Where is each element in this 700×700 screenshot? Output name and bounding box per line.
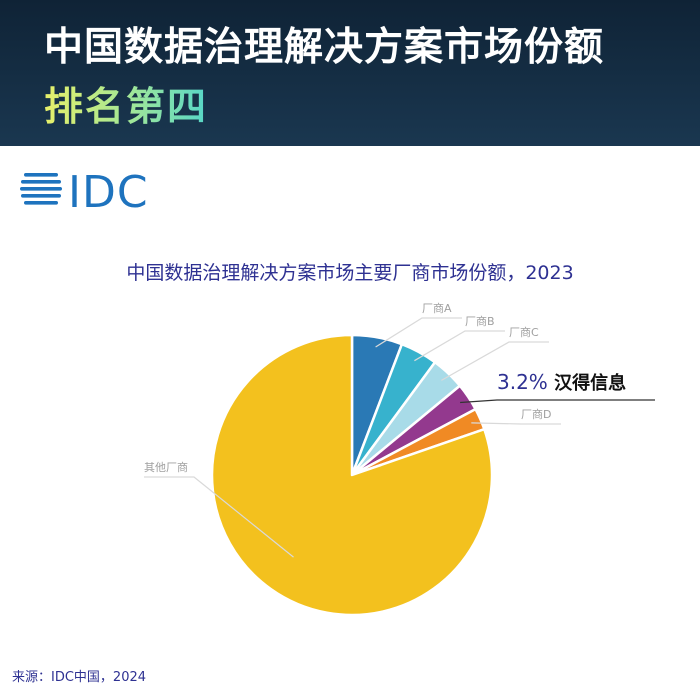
label-others: 其他厂商 bbox=[144, 460, 188, 474]
source-note: 来源：IDC中国，2024 bbox=[12, 670, 147, 685]
globe-icon bbox=[20, 173, 62, 205]
label-vendor-b: 厂商B bbox=[465, 314, 495, 328]
leader-line bbox=[471, 422, 561, 425]
leader-line bbox=[375, 317, 462, 348]
label-vendor-c: 厂商C bbox=[509, 325, 539, 339]
label-hanyun: 3.2% 汉得信息 bbox=[497, 370, 626, 394]
label-vendor-a: 厂商A bbox=[422, 301, 452, 315]
headline-subtitle: 排名第四 bbox=[44, 76, 208, 132]
chart-title: 中国数据治理解决方案市场主要厂商市场份额，2023 bbox=[126, 262, 574, 284]
slice-others bbox=[210, 333, 494, 617]
leader-line bbox=[414, 330, 505, 362]
leader-line bbox=[441, 341, 549, 381]
leader-line bbox=[144, 476, 294, 558]
headline-title: 中国数据治理解决方案市场份额 bbox=[44, 25, 605, 70]
logo-text: IDC bbox=[68, 168, 149, 212]
idc-logo: IDC bbox=[20, 168, 149, 212]
leader-line bbox=[460, 399, 655, 404]
label-vendor-d: 厂商D bbox=[521, 407, 551, 421]
header-banner: 中国数据治理解决方案市场份额 排名第四 bbox=[0, 0, 700, 146]
